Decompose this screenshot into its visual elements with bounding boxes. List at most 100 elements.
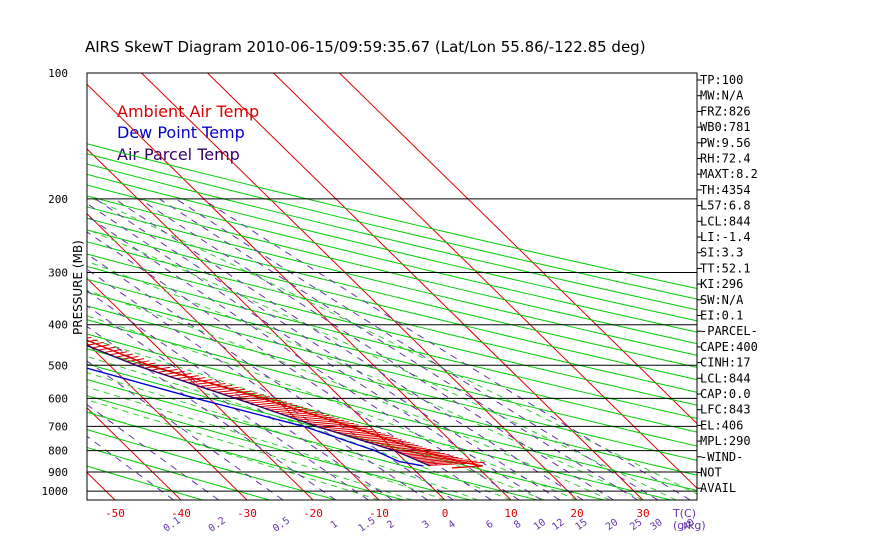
cape-hatch — [87, 336, 92, 339]
isotherm-line — [87, 407, 182, 500]
mixing-ratio-tick-label: 30 — [648, 517, 664, 533]
moist-adiabat-line — [87, 260, 644, 500]
chart-title: AIRS SkewT Diagram 2010-06-15/09:59:35.6… — [85, 38, 646, 56]
pressure-tick-label: 100 — [48, 67, 68, 80]
cape-hatch — [317, 422, 355, 427]
grid-layer — [87, 73, 697, 500]
moist-adiabat-line — [93, 198, 697, 495]
dry-adiabat-line — [87, 265, 697, 419]
cape-hatch — [398, 448, 432, 453]
bottom-temp-tick-label: -50 — [105, 507, 125, 520]
mixing-ratio-line — [202, 198, 691, 500]
cape-hatch — [326, 425, 364, 430]
index-label: MAXT:8.2 — [700, 167, 758, 181]
moist-adiabat-line — [87, 386, 446, 500]
isotherm-line — [87, 277, 314, 500]
cape-hatch — [408, 452, 445, 457]
cape-hatch — [188, 379, 213, 384]
cape-hatch — [423, 459, 470, 464]
cape-hatch — [341, 430, 377, 435]
dewpoint-line — [87, 367, 424, 467]
moist-adiabat-line — [87, 399, 413, 500]
isotherm-line — [87, 83, 512, 500]
dry-adiabat-line — [87, 333, 697, 491]
mixing-ratio-line — [87, 404, 219, 500]
cape-hatch — [322, 424, 359, 429]
index-label: KI:296 — [700, 277, 743, 291]
cape-hatch — [217, 388, 246, 393]
cape-hatch — [228, 392, 258, 397]
cape-hatch — [391, 446, 423, 451]
bottom-temp-tick-label: -20 — [303, 507, 323, 520]
cape-hatch — [414, 455, 454, 460]
dry-adiabat-line — [87, 163, 697, 311]
cape-hatch — [336, 428, 373, 433]
dry-adiabat-line — [87, 217, 697, 368]
index-label: MPL:290 — [700, 434, 751, 448]
index-label: LCL:844 — [700, 214, 751, 228]
pressure-tick-label: 800 — [48, 445, 68, 458]
index-label: -WIND- — [700, 450, 743, 464]
mixing-ratio-tick-label: 20 — [604, 517, 620, 533]
dry-adiabat-line — [87, 348, 672, 500]
cape-hatch — [331, 427, 368, 432]
index-label: WB0:781 — [700, 120, 751, 134]
index-label: CAP:0.0 — [700, 387, 751, 401]
cape-hatch — [346, 431, 381, 436]
cape-hatch — [239, 396, 270, 401]
cape-hatch — [369, 439, 403, 444]
index-label: LCL:844 — [700, 371, 751, 385]
bottom-temp-tick-label: -10 — [369, 507, 389, 520]
mixing-ratio-line — [95, 198, 561, 500]
mixing-ratio-tick-label: 0.2 — [207, 515, 228, 534]
isotherm-line — [273, 73, 697, 489]
bottom-temp-tick-label: -40 — [171, 507, 191, 520]
index-label: TT:52.1 — [700, 261, 751, 275]
dry-adiabat-line — [87, 206, 697, 356]
cape-hatch — [274, 408, 309, 413]
cape-hatch — [259, 403, 293, 408]
dry-adiabat-line — [87, 378, 538, 500]
index-label: PW:9.56 — [700, 136, 751, 150]
index-label: NOT — [700, 466, 722, 480]
dry-adiabat-line — [87, 153, 697, 300]
dry-adiabat-line — [87, 319, 697, 476]
dry-adiabat-line — [87, 173, 697, 322]
mixing-ratio-line — [87, 215, 520, 500]
dry-adiabat-line — [87, 229, 697, 381]
parcel-line — [87, 344, 431, 467]
cape-hatch — [360, 436, 394, 441]
cape-hatch — [199, 382, 226, 387]
cape-hatch — [364, 437, 398, 442]
cape-hatch — [378, 442, 411, 447]
index-label: EL:406 — [700, 418, 743, 432]
cape-hatch — [254, 401, 287, 406]
cape-hatch — [205, 384, 233, 389]
moist-adiabat-line — [87, 411, 380, 500]
index-label: LFC:843 — [700, 403, 751, 417]
moist-adiabat-line — [87, 372, 479, 500]
y-axis-label: PRESSURE (MB) — [71, 240, 85, 335]
cape-hatch — [279, 409, 314, 414]
cape-hatch — [426, 460, 478, 465]
pressure-tick-label: 400 — [48, 319, 68, 332]
index-label: SI:3.3 — [700, 246, 743, 260]
dry-adiabat-line — [87, 195, 697, 345]
pressure-tick-label: 300 — [48, 267, 68, 280]
cape-hatch — [312, 421, 350, 426]
mixing-ratio-line — [87, 435, 174, 500]
cape-hatch — [284, 411, 319, 416]
mixing-ratio-tick-label: 0.5 — [271, 515, 292, 534]
cape-hatch — [395, 447, 427, 452]
index-label: TP:100 — [700, 73, 743, 87]
cape-hatch — [298, 416, 335, 421]
x-axis-label: T(C) — [672, 507, 696, 520]
index-label: LI:-1.4 — [700, 230, 751, 244]
mixing-ratio-line — [87, 360, 284, 500]
cape-hatch — [303, 418, 340, 423]
cape-hatch — [194, 381, 220, 386]
legend-parcel: Air Parcel Temp — [117, 145, 240, 164]
cape-hatch — [411, 454, 450, 459]
